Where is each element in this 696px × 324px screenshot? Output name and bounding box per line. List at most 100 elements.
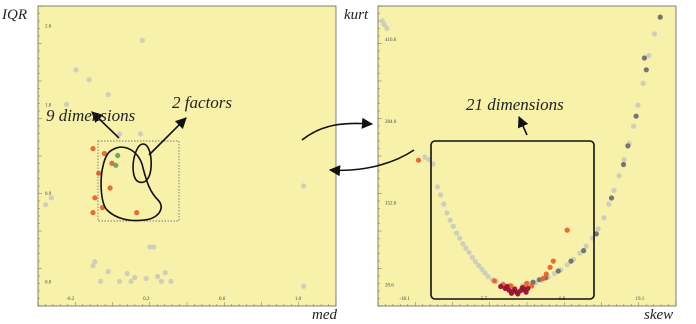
gray-data-point [485,274,491,280]
red-data-point [512,286,518,292]
orange-data-point [92,195,98,201]
right-tick-marks [377,5,677,307]
left-scatter-plot: -0.2 0.2 0.6 1.0 2.6 1.8 0.9 0.0 IQR med [1,5,337,323]
dark-data-point [641,55,648,61]
gray-data-point [162,270,168,276]
orange-data-point [96,170,102,176]
gray-data-point [124,270,130,277]
gray-data-point [426,157,432,163]
dark-data-point [643,67,649,73]
gray-data-point [447,217,453,223]
dimensions-arrow [91,111,120,139]
y-tick-label: 20.6 [385,283,394,288]
orange-data-point [107,185,113,191]
gray-data-point [105,91,111,98]
gray-data-point [132,274,138,281]
gray-data-point [438,192,444,198]
orange-data-point [134,210,140,216]
gray-data-point [143,275,149,282]
selection-box [430,140,595,300]
y-tick-label: 416.6 [385,38,397,43]
x-tick-label: -18.1 [399,297,410,302]
orange-data-point [90,146,96,152]
gray-data-point [450,223,456,229]
dark-data-point [555,268,561,274]
gray-data-point [476,262,482,268]
left-tick-labels: -0.2 0.2 0.6 1.0 2.6 1.8 0.9 0.0 [45,25,302,302]
gray-data-point [472,259,478,265]
orange-data-point [524,280,530,286]
factors-lasso-outline [132,143,152,184]
red-data-point [504,283,510,290]
gray-data-point [147,244,153,250]
orange-data-point [415,157,422,163]
gray-data-point [457,235,463,241]
dark-data-point [657,14,663,20]
gray-data-point [583,243,589,249]
x-tick-label: 19.1 [636,297,645,302]
dark-data-point [581,248,587,254]
orange-data-point [540,275,546,281]
red-data-point [523,289,529,295]
right-x-axis-label: skew [644,307,673,323]
dark-data-point [608,195,615,201]
y-tick-label: 284.6 [385,120,397,125]
dimensions-lasso-outline [100,146,162,222]
gray-data-point [90,263,96,269]
orange-data-point [547,264,553,270]
orange-data-point [101,150,107,157]
orange-data-point [543,271,549,277]
factors-arrow [148,117,187,156]
gray-data-point [616,173,622,179]
gray-data-point [105,269,111,275]
gray-data-point [635,102,641,108]
right-dimensions-label: 21 dimensions [466,95,564,114]
orange-data-point [90,210,96,216]
right-plot-background [377,5,677,307]
gray-data-point [168,278,174,284]
gray-data-point [646,52,652,59]
link-arrow-to-left [328,149,415,177]
dimensions-label: 9 dimensions [46,106,136,125]
red-data-point [508,290,515,296]
gray-data-point [460,241,466,247]
right-data-points [379,14,663,297]
green-data-point [115,152,121,159]
y-tick-label: 2.6 [45,25,52,30]
gray-data-point [73,67,79,73]
gray-data-point [441,201,447,207]
orange-data-point [550,258,556,264]
gray-data-point [128,278,134,284]
gray-data-point [137,131,144,137]
gray-data-point [463,245,469,251]
gray-data-point [551,270,558,277]
gray-data-point [301,283,307,289]
left-x-axis-label: med [312,307,337,323]
gray-data-point [434,184,441,190]
right-annotations: 21 dimensions [430,95,595,300]
gray-data-point [453,230,460,236]
right-y-axis-label: kurt [344,7,369,23]
gray-data-point [92,259,98,265]
gray-data-point [422,154,428,160]
x-tick-label: 0.2 [143,297,150,302]
dimensions-arrow-right [517,115,529,136]
gray-data-point [466,249,472,255]
gray-data-point [611,187,617,194]
y-tick-label: 0.9 [45,192,52,197]
left-annotations: 9 dimensions 2 factors [46,93,232,222]
gray-data-point [469,254,475,260]
link-arrows [301,117,415,177]
dark-data-point [593,231,599,237]
gray-data-point [117,131,123,137]
left-y-axis-label: IQR [1,7,27,23]
green-data-point [113,162,119,168]
dark-data-point [568,258,574,264]
y-tick-label: 152.6 [385,202,397,207]
gray-data-point [86,77,92,83]
gray-data-point [63,101,70,107]
x-tick-label: 0.6 [219,297,226,302]
gray-data-point [482,270,488,276]
left-plot-background [37,5,337,307]
